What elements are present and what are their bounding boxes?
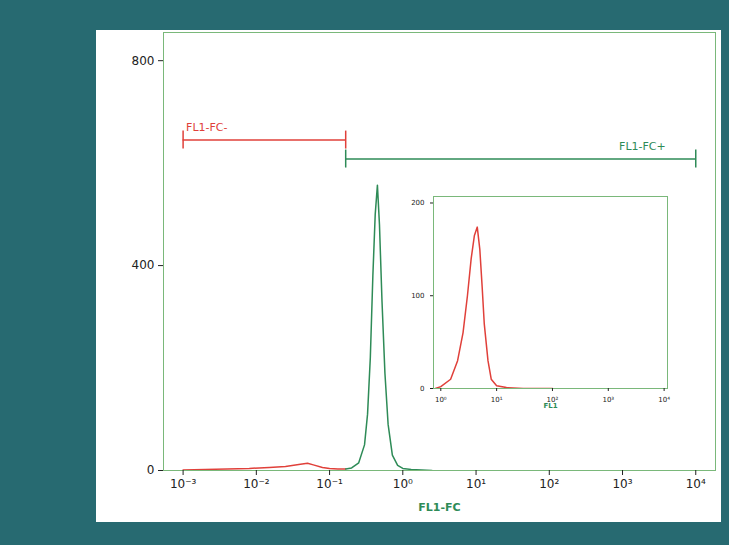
svg-text:0: 0 — [147, 463, 155, 477]
svg-text:FL1: FL1 — [543, 402, 557, 410]
svg-text:200: 200 — [411, 199, 424, 207]
svg-text:10¹: 10¹ — [491, 396, 503, 404]
svg-text:10⁻²: 10⁻² — [243, 477, 270, 491]
svg-text:FL1-FC-: FL1-FC- — [186, 121, 227, 134]
svg-text:10²: 10² — [539, 477, 559, 491]
svg-text:10⁰: 10⁰ — [435, 396, 447, 404]
svg-text:10³: 10³ — [602, 396, 614, 404]
svg-text:10⁴: 10⁴ — [686, 477, 706, 491]
svg-text:FL1-FC: FL1-FC — [418, 501, 460, 514]
svg-text:10³: 10³ — [612, 477, 632, 491]
svg-text:10⁰: 10⁰ — [393, 477, 413, 491]
svg-text:400: 400 — [132, 258, 155, 272]
svg-text:10¹: 10¹ — [466, 477, 486, 491]
svg-text:100: 100 — [411, 292, 424, 300]
svg-text:FL1-FC+: FL1-FC+ — [619, 140, 666, 153]
svg-text:10⁻¹: 10⁻¹ — [316, 477, 343, 491]
svg-text:10²: 10² — [546, 396, 559, 405]
svg-text:0: 0 — [420, 385, 424, 393]
svg-text:800: 800 — [132, 54, 155, 68]
svg-text:10⁻³: 10⁻³ — [170, 477, 197, 491]
svg-text:10⁴: 10⁴ — [658, 396, 670, 404]
